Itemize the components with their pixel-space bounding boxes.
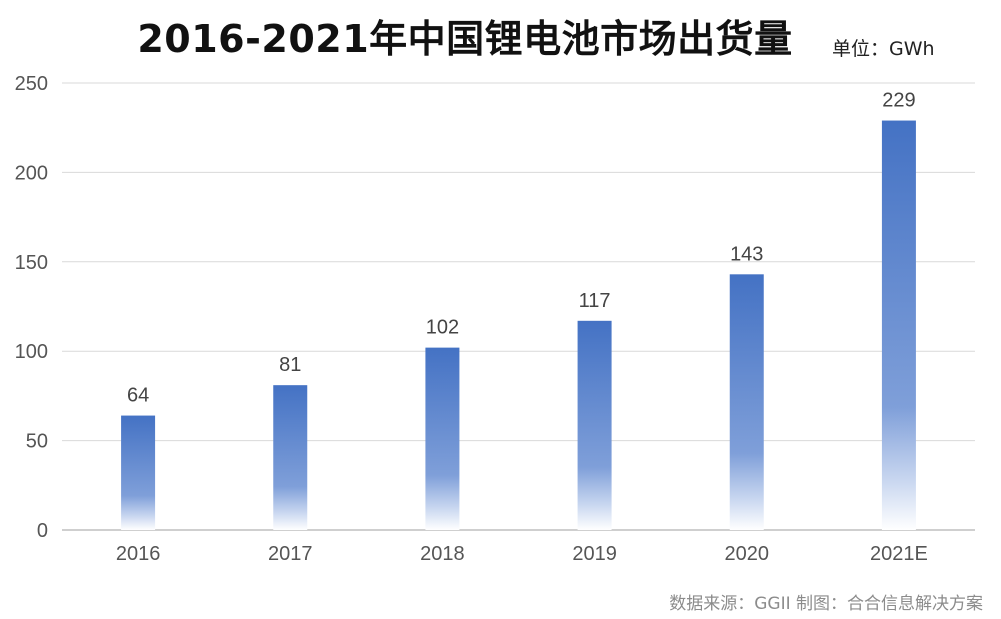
bar [121,415,156,530]
y-axis-ticks: 0 50 100 150 200 250 [15,73,48,542]
data-label: 81 [279,354,301,376]
bar [729,274,764,530]
data-label: 102 [426,317,459,339]
source-note: 数据来源：GGII 制图：合合信息解决方案 [669,594,983,614]
gridlines [62,82,975,531]
unit-label: 单位：GWh [832,38,935,60]
bar [577,320,612,530]
bar [425,347,460,530]
x-tick-label: 2020 [725,543,770,565]
bar [273,385,308,530]
x-tick-label: 2017 [268,543,313,565]
x-tick-label: 2018 [420,543,465,565]
y-tick-label: 250 [15,73,48,95]
data-label: 64 [127,385,149,407]
data-label: 143 [730,243,763,265]
y-tick-label: 0 [37,520,48,542]
y-tick-label: 50 [26,431,48,453]
x-tick-label: 2019 [572,543,617,565]
y-tick-label: 100 [15,341,48,363]
x-axis-ticks: 2016 2017 2018 2019 2020 2021E [116,543,928,565]
bar [881,120,916,530]
data-label: 229 [882,90,915,112]
data-label: 117 [579,290,611,312]
y-tick-label: 200 [15,162,48,184]
chart-title: 2016-2021年中国锂电池市场出货量 [137,17,793,61]
x-tick-label: 2016 [116,543,161,565]
y-tick-label: 150 [15,252,48,274]
data-labels: 64 81 102 117 143 229 [127,90,916,407]
bars [121,120,916,530]
x-tick-label: 2021E [870,543,928,565]
